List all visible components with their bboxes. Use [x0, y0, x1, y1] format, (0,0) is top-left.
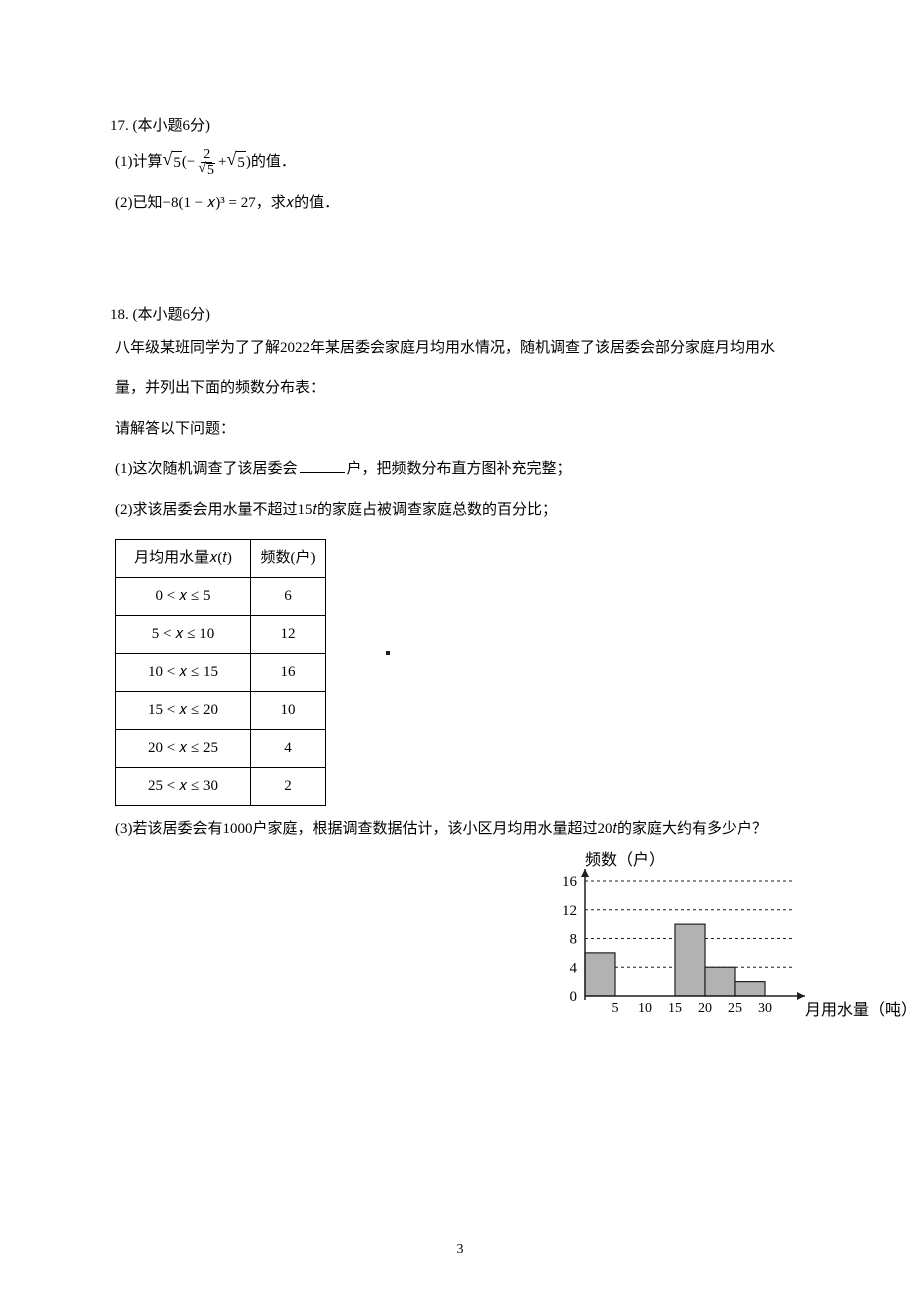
table-header-row: 月均用水量𝑥(𝑡) 频数(户) — [116, 540, 326, 578]
p18-q1a: (1)这次随机调查了该居委会 — [115, 461, 298, 477]
p17-1-suffix: 的值． — [251, 151, 296, 174]
p17-1-lparen: (− — [182, 151, 195, 174]
fill-blank[interactable] — [300, 459, 345, 473]
problem-18: 18. (本小题6分) 八年级某班同学为了了解2022年某居委会家庭月均用水情况… — [110, 304, 815, 1041]
sqrt-sym: √ — [198, 162, 206, 176]
td-range: 25 < 𝑥 ≤ 30 — [116, 768, 251, 806]
td-range: 0 < 𝑥 ≤ 5 — [116, 578, 251, 616]
svg-text:25: 25 — [728, 1001, 742, 1016]
svg-text:8: 8 — [570, 931, 578, 947]
p18-line3: 请解答以下问题： — [115, 418, 815, 441]
dot-marker — [386, 651, 390, 655]
p18-points: (本小题6分) — [133, 307, 211, 323]
p18-line2: 量，并列出下面的频数分布表： — [115, 377, 815, 400]
svg-text:15: 15 — [668, 1001, 682, 1016]
svg-text:16: 16 — [562, 874, 578, 890]
frequency-table: 月均用水量𝑥(𝑡) 频数(户) 0 < 𝑥 ≤ 56 5 < 𝑥 ≤ 1012 … — [115, 539, 326, 806]
sqrt-den: √5 — [198, 163, 215, 178]
sqrt-5b: √5 — [227, 151, 246, 175]
p17-heading: 17. (本小题6分) — [110, 115, 815, 138]
table-row: 0 < 𝑥 ≤ 56 — [116, 578, 326, 616]
p18-q1: (1)这次随机调查了该居委会 户，把频数分布直方图补充完整； — [115, 458, 815, 481]
p17-part2: (2)已知−8(1 − 𝑥)³ = 27，求𝑥的值． — [115, 192, 815, 215]
td-range: 5 < 𝑥 ≤ 10 — [116, 616, 251, 654]
histogram-chart: 频数（户） 月用水量（吨） 048121651015202530 — [495, 851, 915, 1041]
p18-number: 18. — [110, 307, 129, 323]
svg-text:30: 30 — [758, 1001, 772, 1016]
td-freq: 10 — [251, 692, 326, 730]
p18-line1: 八年级某班同学为了了解2022年某居委会家庭月均用水情况，随机调查了该居委会部分… — [115, 337, 815, 360]
th-range: 月均用水量𝑥(𝑡) — [116, 540, 251, 578]
svg-text:4: 4 — [570, 960, 578, 976]
p17-number: 17. — [110, 118, 129, 134]
td-range: 10 < 𝑥 ≤ 15 — [116, 654, 251, 692]
p18-heading: 18. (本小题6分) — [110, 304, 815, 327]
p17-part1: (1)计算 √5 (− 2 √5 + √5 ) 的值． — [115, 148, 815, 178]
svg-text:10: 10 — [638, 1001, 652, 1016]
td-freq: 12 — [251, 616, 326, 654]
sqrt-body: 5 — [206, 163, 215, 178]
p17-1-prefix: (1)计算 — [115, 151, 163, 174]
table-row: 20 < 𝑥 ≤ 254 — [116, 730, 326, 768]
td-range: 15 < 𝑥 ≤ 20 — [116, 692, 251, 730]
p18-q2: (2)求该居委会用水量不超过15𝑡的家庭占被调查家庭总数的百分比； — [115, 499, 815, 522]
p18-q1b: 户，把频数分布直方图补充完整； — [347, 461, 572, 477]
td-freq: 16 — [251, 654, 326, 692]
table-row: 5 < 𝑥 ≤ 1012 — [116, 616, 326, 654]
p17-points: (本小题6分) — [133, 118, 211, 134]
svg-text:5: 5 — [612, 1001, 619, 1016]
p18-q3: (3)若该居委会有1000户家庭，根据调查数据估计，该小区月均用水量超过20𝑡的… — [115, 818, 815, 841]
sqrt-5a: √5 — [163, 151, 182, 175]
table-row: 10 < 𝑥 ≤ 1516 — [116, 654, 326, 692]
td-freq: 6 — [251, 578, 326, 616]
td-range: 20 < 𝑥 ≤ 25 — [116, 730, 251, 768]
fraction: 2 √5 — [196, 148, 217, 178]
th-freq: 频数(户) — [251, 540, 326, 578]
page-number: 3 — [0, 1239, 920, 1260]
svg-text:20: 20 — [698, 1001, 712, 1016]
td-freq: 2 — [251, 768, 326, 806]
table-row: 15 < 𝑥 ≤ 2010 — [116, 692, 326, 730]
svg-text:0: 0 — [570, 989, 578, 1005]
sqrt-body: 5 — [172, 151, 182, 175]
td-freq: 4 — [251, 730, 326, 768]
frac-den: √5 — [196, 163, 217, 178]
sqrt-body: 5 — [236, 151, 246, 175]
chart-svg: 0 4 8 12 16 5 10 15 20 25 30 — [495, 851, 915, 1041]
problem-17: 17. (本小题6分) (1)计算 √5 (− 2 √5 + √5 ) 的值． … — [110, 115, 815, 214]
sqrt-sym: √ — [227, 150, 237, 168]
svg-text:12: 12 — [562, 902, 577, 918]
p17-1-plus: + — [218, 151, 226, 174]
table-row: 25 < 𝑥 ≤ 302 — [116, 768, 326, 806]
sqrt-sym: √ — [163, 150, 173, 168]
